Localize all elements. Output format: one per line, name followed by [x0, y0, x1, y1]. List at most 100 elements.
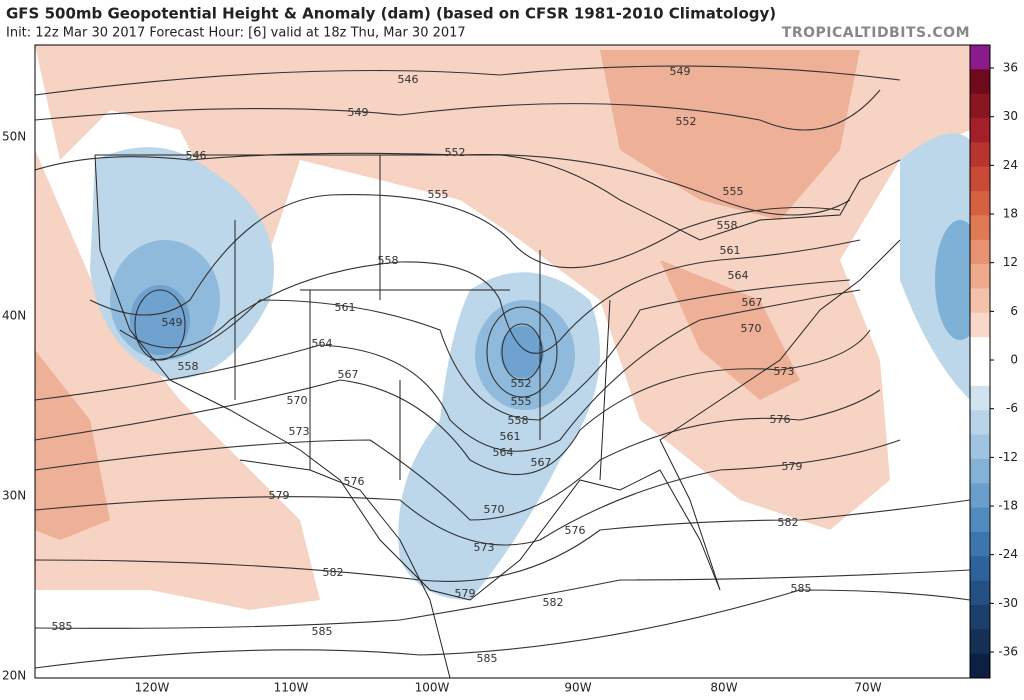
contour-label: 570	[484, 503, 505, 516]
colorbar-swatch	[970, 531, 990, 557]
colorbar-label: -36	[998, 645, 1018, 659]
lon-label: 80W	[710, 681, 737, 695]
colorbar-swatch	[970, 312, 990, 338]
contour-label: 576	[565, 524, 586, 537]
colorbar-swatch	[970, 483, 990, 509]
contour-label: 549	[162, 316, 183, 329]
contour-label: 552	[676, 115, 697, 128]
colorbar-label: 6	[1010, 304, 1018, 318]
watermark: TROPICALTIDBITS.COM	[782, 25, 970, 41]
contour-label: 585	[791, 582, 812, 595]
contour-label: 549	[348, 106, 369, 119]
contour-label: 558	[508, 414, 529, 427]
contour-label: 573	[289, 425, 310, 438]
contour-label: 561	[720, 244, 741, 257]
lat-label: 30N	[2, 489, 26, 503]
colorbar-swatch	[970, 239, 990, 265]
colorbar-label: -24	[998, 547, 1018, 561]
contour-label: 555	[428, 188, 449, 201]
colorbar-label: -30	[998, 596, 1018, 610]
contour-label: 576	[344, 475, 365, 488]
colorbar-swatch	[970, 507, 990, 533]
contour-label: 582	[778, 516, 799, 529]
lon-label: 110W	[274, 681, 309, 695]
colorbar-swatch	[970, 434, 990, 460]
contour-label: 552	[511, 377, 532, 390]
colorbar-swatch	[970, 458, 990, 484]
contour-label: 582	[543, 596, 564, 609]
contour-label: 552	[445, 146, 466, 159]
contour-label: 558	[717, 219, 738, 232]
contour-label: 579	[782, 460, 803, 473]
contour-label: 561	[335, 301, 356, 314]
contour-label: 567	[742, 296, 763, 309]
contour-label: 564	[728, 269, 749, 282]
contour-label: 573	[774, 365, 795, 378]
colorbar-swatch	[970, 361, 990, 387]
contour-label: 564	[312, 337, 333, 350]
subtitle: Init: 12z Mar 30 2017 Forecast Hour: [6]…	[6, 26, 466, 41]
contour-label: 549	[670, 65, 691, 78]
lon-label: 70W	[854, 681, 881, 695]
contour-label: 579	[455, 587, 476, 600]
colorbar-swatch	[970, 191, 990, 216]
colorbar-swatch	[970, 629, 990, 655]
colorbar-swatch	[970, 215, 990, 241]
colorbar-swatch	[970, 142, 990, 168]
contour-label: 555	[723, 185, 744, 198]
colorbar-label: 18	[1003, 207, 1018, 221]
contour-label: 585	[52, 620, 73, 633]
colorbar-swatch	[970, 653, 990, 679]
colorbar-label: 30	[1003, 109, 1018, 123]
contour-label: 570	[287, 394, 308, 407]
contour-label: 573	[474, 541, 495, 554]
lat-label: 20N	[2, 669, 26, 683]
colorbar-label: 12	[1003, 255, 1018, 269]
colorbar-swatch	[970, 288, 990, 314]
contour-label: 555	[511, 395, 532, 408]
colorbar-swatch	[970, 337, 990, 362]
colorbar-swatch	[970, 410, 990, 436]
colorbar-label: 36	[1003, 61, 1018, 75]
contour-label: 567	[338, 368, 359, 381]
colorbar: 36 30 24 18 12 6 0 -6 -12 -18 -24 -30 -36	[969, 44, 1018, 679]
contour-label: 558	[378, 254, 399, 267]
contour-label: 567	[531, 456, 552, 469]
colorbar-label: 24	[1003, 158, 1018, 172]
colorbar-swatch	[970, 118, 990, 143]
colorbar-swatch	[970, 556, 990, 582]
colorbar-label: -6	[1006, 401, 1018, 415]
colorbar-swatch	[970, 604, 990, 630]
contour-label: 546	[398, 73, 419, 86]
colorbar-swatch	[970, 69, 990, 95]
colorbar-swatch	[970, 264, 990, 289]
colorbar-swatch	[970, 45, 990, 70]
lat-label: 50N	[2, 130, 26, 144]
lon-label: 100W	[415, 681, 450, 695]
contour-label: 564	[493, 446, 514, 459]
lat-label: 40N	[2, 309, 26, 323]
colorbar-swatch	[970, 166, 990, 192]
lon-label: 90W	[564, 681, 591, 695]
title: GFS 500mb Geopotential Height & Anomaly …	[6, 5, 776, 23]
contour-label: 546	[186, 149, 207, 162]
contour-label: 570	[741, 322, 762, 335]
contour-label: 576	[770, 413, 791, 426]
borders	[94, 154, 901, 678]
contour-label: 582	[323, 566, 344, 579]
contour-label: 561	[500, 430, 521, 443]
colorbar-swatch	[970, 580, 990, 606]
contour-label: 585	[312, 625, 333, 638]
colorbar-frame	[969, 44, 991, 679]
contour-label: 558	[178, 360, 199, 373]
colorbar-label: 0	[1010, 353, 1018, 367]
colorbar-label: -18	[998, 499, 1018, 513]
contour-label: 585	[477, 652, 498, 665]
colorbar-swatch	[970, 93, 990, 119]
height-contours	[35, 65, 970, 669]
lon-label: 120W	[135, 681, 170, 695]
colorbar-swatch	[970, 385, 990, 411]
colorbar-label: -12	[998, 450, 1018, 464]
contour-label: 579	[269, 489, 290, 502]
